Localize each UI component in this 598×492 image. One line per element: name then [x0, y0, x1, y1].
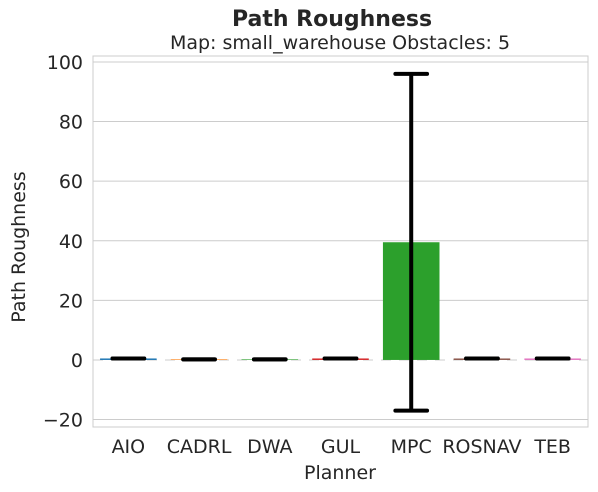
y-tick-label: 100: [47, 52, 83, 74]
y-tick-label: 60: [59, 171, 83, 193]
x-tick-label: CADRL: [167, 436, 232, 458]
x-axis-ticks: AIO CADRL DWA GUL MPC ROSNAV TEB: [112, 436, 571, 458]
x-tick-label: DWA: [247, 436, 292, 458]
x-tick-label: GUL: [321, 436, 361, 458]
x-tick-label: AIO: [112, 436, 146, 458]
y-tick-label: 20: [59, 290, 83, 312]
error-bars: [110, 71, 571, 413]
chart-title: Path Roughness: [231, 7, 433, 32]
x-tick-label: ROSNAV: [442, 436, 521, 458]
bars: [100, 242, 581, 360]
x-tick-label: MPC: [391, 436, 432, 458]
x-tick-label: TEB: [533, 436, 571, 458]
chart-subtitle: Map: small_warehouse Obstacles: 5: [169, 32, 511, 54]
y-axis-label: Path Roughness: [8, 171, 30, 322]
plot-frame: [92, 55, 589, 428]
gridlines: [93, 61, 588, 421]
y-tick-label: 0: [71, 350, 83, 372]
y-tick-label: 80: [59, 112, 83, 134]
y-tick-label: −20: [43, 410, 83, 432]
y-tick-label: 40: [59, 231, 83, 253]
y-axis-ticks: −20 0 20 40 60 80 100: [43, 52, 83, 432]
x-axis-label: Planner: [304, 462, 376, 484]
